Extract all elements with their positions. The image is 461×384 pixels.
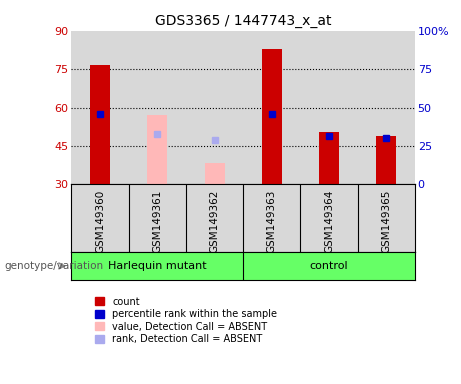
Bar [262,49,282,184]
Bar [71,252,243,280]
Bar [376,136,396,184]
Text: GSM149360: GSM149360 [95,190,105,253]
Text: GSM149363: GSM149363 [267,190,277,253]
Bar [90,65,110,184]
Bar [243,252,415,280]
Bar [319,132,339,184]
Title: GDS3365 / 1447743_x_at: GDS3365 / 1447743_x_at [155,14,331,28]
Bar [148,115,167,184]
Legend: count, percentile rank within the sample, value, Detection Call = ABSENT, rank, : count, percentile rank within the sample… [95,297,277,344]
Text: control: control [310,261,349,271]
Text: GSM149362: GSM149362 [210,190,219,253]
Text: GSM149364: GSM149364 [324,190,334,253]
Bar [205,162,225,184]
Text: Harlequin mutant: Harlequin mutant [108,261,207,271]
Text: GSM149361: GSM149361 [152,190,162,253]
Text: GSM149365: GSM149365 [381,190,391,253]
Text: genotype/variation: genotype/variation [5,261,104,271]
